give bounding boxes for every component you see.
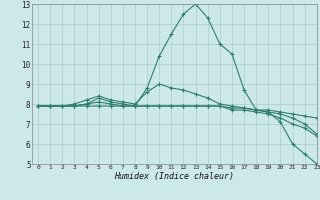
X-axis label: Humidex (Indice chaleur): Humidex (Indice chaleur) xyxy=(115,172,234,181)
